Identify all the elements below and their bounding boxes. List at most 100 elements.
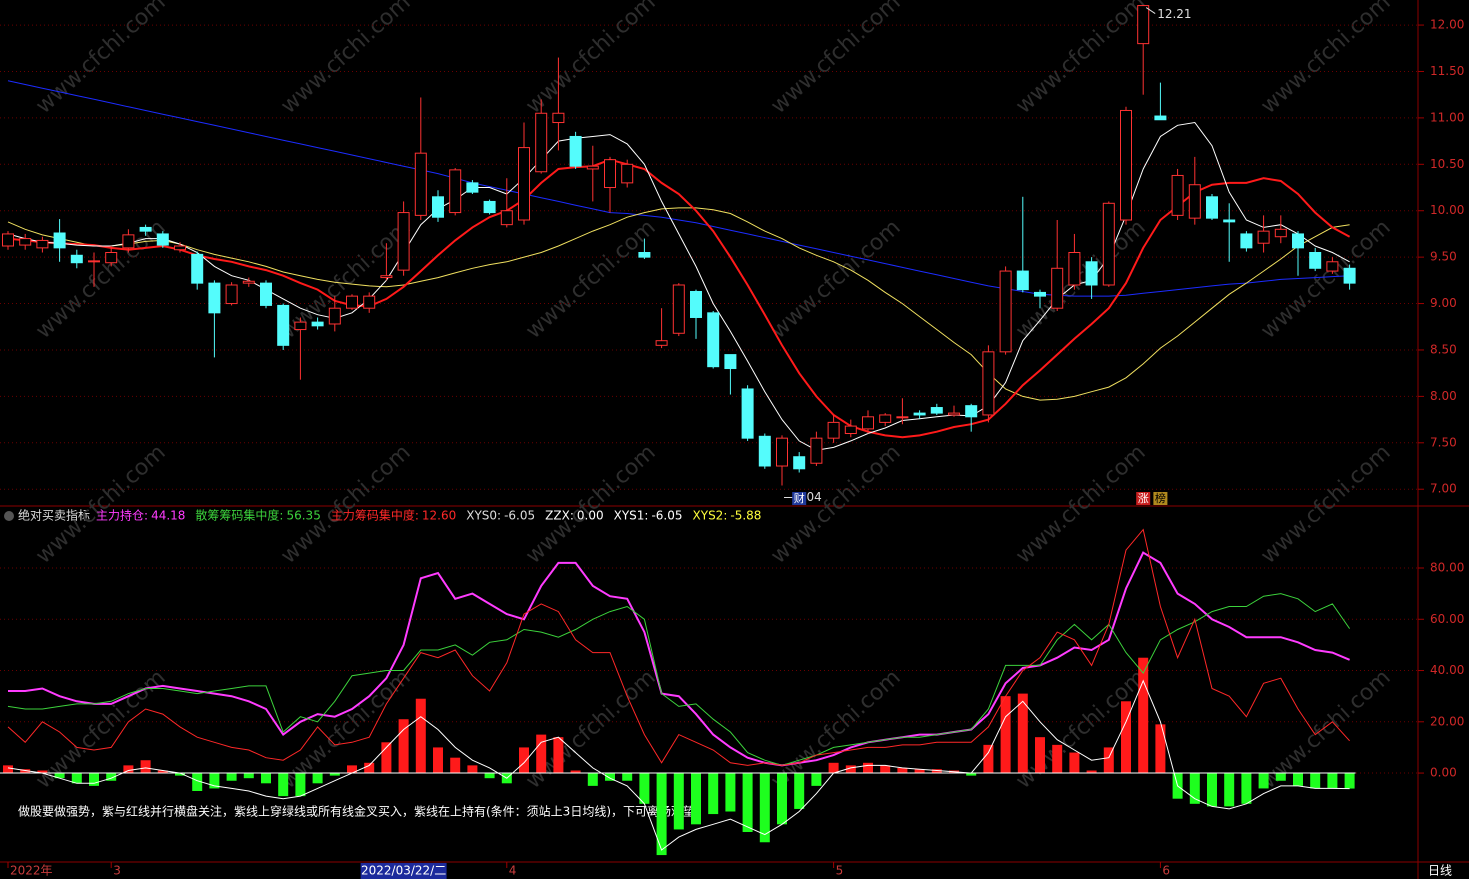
candle-body <box>156 233 169 246</box>
x-tick-label: 4 <box>509 864 517 878</box>
candle-body <box>225 284 238 305</box>
candle-body <box>776 437 788 467</box>
y-tick-label: 9.00 <box>1430 296 1457 310</box>
candle-body <box>862 416 874 430</box>
watermark: www.cfchi.com <box>766 665 905 794</box>
legend-value: -6.05 <box>504 509 535 523</box>
candle-body <box>36 239 49 249</box>
histogram-bar <box>364 762 375 774</box>
candle-body <box>414 152 427 216</box>
histogram-bar <box>312 773 323 784</box>
histogram-bar <box>553 737 564 774</box>
histogram-bar <box>157 770 168 774</box>
candle-body <box>844 425 857 435</box>
candle-body <box>741 388 754 439</box>
candle-body <box>311 321 324 327</box>
candle-body <box>1240 233 1253 249</box>
histogram-bar <box>794 773 805 809</box>
candle-body <box>1016 270 1029 291</box>
high-label: 12.21 <box>1157 7 1191 21</box>
histogram-bar <box>1121 701 1131 774</box>
watermark: www.cfchi.com <box>31 440 170 569</box>
candle-body <box>105 252 118 264</box>
legend-name: 主力筹码集中度: <box>331 508 419 523</box>
histogram-bar <box>587 773 598 786</box>
candle-body <box>724 354 737 370</box>
histogram-bar <box>691 773 701 825</box>
event-marker <box>792 492 807 505</box>
candle-body <box>707 312 720 368</box>
watermark: www.cfchi.com <box>1011 215 1150 344</box>
y-tick-label: 7.00 <box>1430 482 1457 496</box>
histogram-bar <box>1017 693 1028 774</box>
y-tick-label: 10.00 <box>1430 203 1464 217</box>
y-tick-label: 80.00 <box>1430 561 1464 575</box>
y-tick-label: 7.50 <box>1430 435 1457 449</box>
legend-name: XYS1: <box>614 509 649 523</box>
candle-body <box>346 295 358 309</box>
period-label[interactable]: 日线 <box>1428 864 1452 878</box>
histogram-bar <box>278 773 289 797</box>
candle-body <box>999 270 1012 353</box>
candle-body <box>1102 202 1115 286</box>
histogram-bar <box>467 765 478 774</box>
y-tick-label: 40.00 <box>1430 663 1464 677</box>
event-marker <box>1136 492 1151 505</box>
x-tick-label: 2022年 <box>10 864 53 878</box>
histogram-bar <box>381 742 392 774</box>
candle-body <box>1292 233 1304 249</box>
legend-name: XYS0: <box>466 509 501 523</box>
series-line <box>7 593 1351 766</box>
watermark: www.cfchi.com <box>31 665 170 794</box>
x-tick-label: 5 <box>836 864 844 878</box>
histogram-bar <box>983 744 994 774</box>
histogram-bar <box>742 773 753 833</box>
candle-body <box>260 282 272 306</box>
candle-body <box>191 253 204 284</box>
watermark: www.cfchi.com <box>521 215 660 344</box>
indicator-icon[interactable] <box>4 511 14 521</box>
histogram-bar <box>1069 752 1080 774</box>
candle-body <box>208 282 221 314</box>
legend-name: XYS2: <box>693 509 728 523</box>
candle-body <box>1068 252 1081 286</box>
candle-body <box>1085 261 1098 286</box>
event-label: 财 <box>794 491 805 505</box>
candle-body <box>965 405 978 418</box>
histogram-bar <box>415 698 426 774</box>
candle-body <box>930 407 943 414</box>
event-label: 涨 <box>1138 492 1149 505</box>
candle-body <box>2 233 14 247</box>
indicator-note: 做股要做强势，紫与红线并行横盘关注，紫线上穿绿线或所有线金叉买入，紫线在上持有(… <box>18 804 695 819</box>
histogram-bar <box>931 769 942 774</box>
legend-value: -6.05 <box>651 509 682 523</box>
legend-value: -5.88 <box>730 509 761 523</box>
series-line <box>7 679 1350 851</box>
candle-body <box>1120 109 1132 221</box>
legend-value: 0.00 <box>577 509 604 523</box>
histogram-bar <box>433 747 443 774</box>
candle-body <box>638 252 651 258</box>
candle-body <box>122 234 135 249</box>
candle-body <box>569 135 582 167</box>
histogram-bar <box>89 773 99 786</box>
watermark: www.cfchi.com <box>521 440 660 569</box>
cursor-label: 2022/03/22/二 <box>361 864 446 878</box>
legend-name: 主力持仓: <box>96 508 148 523</box>
y-tick-label: 11.50 <box>1430 64 1464 78</box>
histogram-bar <box>1035 737 1045 774</box>
candle-body <box>328 307 341 325</box>
histogram-bar <box>845 765 856 774</box>
watermark: www.cfchi.com <box>1011 0 1150 119</box>
event-label: 榜 <box>1155 491 1166 505</box>
watermark: www.cfchi.com <box>1256 440 1395 569</box>
candle-body <box>294 321 307 331</box>
y-tick-label: 8.50 <box>1430 342 1457 356</box>
histogram-bar <box>1207 773 1217 807</box>
y-tick-label: 60.00 <box>1430 612 1464 626</box>
histogram-bar <box>639 773 650 804</box>
candle-body <box>913 412 926 416</box>
candle-body <box>1274 228 1287 238</box>
histogram-bar <box>1155 724 1166 774</box>
candle-body <box>586 165 599 170</box>
